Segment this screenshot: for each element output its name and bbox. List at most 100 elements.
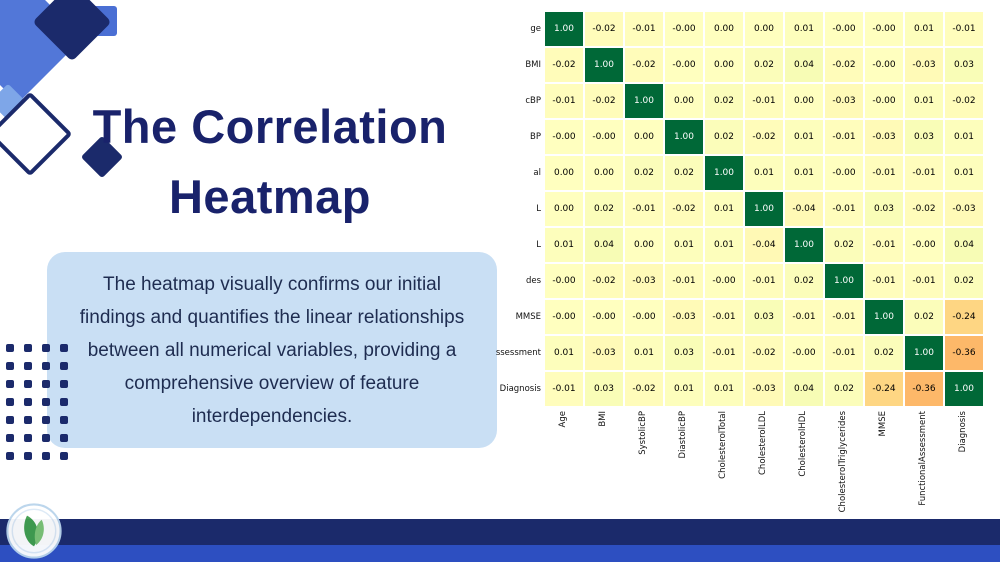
heatmap-cell: -0.02: [825, 48, 863, 82]
y-tick-label: BP: [530, 132, 541, 142]
x-tick-cell: CholesterolHDL: [785, 411, 823, 531]
heatmap-cell: -0.00: [585, 120, 623, 154]
heatmap-cell: 1.00: [585, 48, 623, 82]
x-tick-label: BMI: [598, 411, 609, 427]
footer-bar-navy: [0, 519, 1000, 545]
x-tick-cell: CholesterolTotal: [705, 411, 743, 531]
y-tick-label: L: [536, 204, 541, 214]
footer-bar-royal: [0, 545, 1000, 562]
heatmap-cell: 0.00: [585, 156, 623, 190]
x-tick-cell: SystolicBP: [625, 411, 663, 531]
decor-dot: [24, 452, 32, 460]
x-tick-cell: CholesterolTriglycerides: [825, 411, 863, 531]
heatmap-cell: 0.04: [785, 372, 823, 406]
heatmap-cell: 1.00: [625, 84, 663, 118]
logo-watermark: [6, 503, 62, 559]
heatmap-cell: -0.00: [825, 12, 863, 46]
heatmap-cell: -0.00: [545, 120, 583, 154]
heatmap-cell: 0.01: [905, 12, 943, 46]
heatmap-cell: 0.02: [865, 336, 903, 370]
heatmap-cell: -0.01: [745, 264, 783, 298]
y-tick-label: des: [525, 276, 541, 286]
heatmap-cell: 1.00: [905, 336, 943, 370]
decor-dot: [6, 434, 14, 442]
heatmap-cell: -0.01: [625, 192, 663, 226]
decor-dot: [60, 362, 68, 370]
heatmap-cell: 0.03: [745, 300, 783, 334]
title-line-1: The Correlation: [92, 100, 448, 153]
heatmap-cell: -0.03: [665, 300, 703, 334]
heatmap-cell: -0.01: [545, 372, 583, 406]
heatmap-cell: 0.03: [865, 192, 903, 226]
heatmap-cell: -0.04: [785, 192, 823, 226]
y-tick-label: MMSE: [515, 312, 541, 322]
x-tick-cell: FunctionalAssessment: [905, 411, 943, 531]
x-tick-cell: CholesterolLDL: [745, 411, 783, 531]
heatmap-cell: 1.00: [545, 12, 583, 46]
x-tick-cell: Diagnosis: [945, 411, 983, 531]
x-tick-label: Age: [558, 411, 569, 428]
decor-dot: [42, 380, 50, 388]
y-tick-label: L: [536, 240, 541, 250]
decor-dot: [6, 380, 14, 388]
body-line: between all numerical variables, providi…: [87, 339, 457, 361]
heatmap-cell: 0.01: [625, 336, 663, 370]
heatmap-cell: -0.01: [665, 264, 703, 298]
heatmap-cell: -0.03: [625, 264, 663, 298]
title-line-2: Heatmap: [168, 170, 371, 223]
y-tick-label: ge: [530, 24, 541, 34]
heatmap-cell: 0.00: [705, 48, 743, 82]
heatmap-cell: 0.04: [785, 48, 823, 82]
heatmap-cell: 0.01: [785, 120, 823, 154]
heatmap-cell: 1.00: [865, 300, 903, 334]
heatmap-cell: -0.01: [825, 336, 863, 370]
y-tick-label: al: [533, 168, 541, 178]
heatmap-xlabels: Age BMI SystolicBP DiastolicBP CholesterolTo…: [545, 411, 983, 531]
heatmap-cell: -0.24: [945, 300, 983, 334]
x-tick-label: Diagnosis: [958, 411, 969, 453]
heatmap-cell: 0.02: [625, 156, 663, 190]
heatmap-cell: 0.00: [785, 84, 823, 118]
x-tick-label: CholesterolLDL: [758, 411, 769, 475]
x-tick-cell: DiastolicBP: [665, 411, 703, 531]
heatmap-cell: -0.01: [825, 192, 863, 226]
heatmap-cell: -0.02: [585, 264, 623, 298]
heatmap-cell: -0.00: [825, 156, 863, 190]
body-line: comprehensive overview of feature: [124, 372, 420, 394]
heatmap-cell: 0.00: [705, 12, 743, 46]
decor-dot: [60, 434, 68, 442]
heatmap-cell: -0.02: [625, 372, 663, 406]
heatmap-cell: -0.00: [625, 300, 663, 334]
body-text-box: The heatmap visually confirms our initia…: [47, 252, 497, 448]
heatmap-cell: 0.01: [705, 372, 743, 406]
heatmap-cell: -0.02: [585, 84, 623, 118]
leaf-logo-icon: [6, 503, 62, 559]
heatmap-cell: -0.00: [545, 264, 583, 298]
decor-dot: [24, 434, 32, 442]
decor-dot: [24, 416, 32, 424]
decor-dot: [60, 398, 68, 406]
heatmap-cell: -0.00: [665, 48, 703, 82]
x-tick-label: CholesterolTriglycerides: [838, 411, 849, 513]
x-tick-label: MMSE: [878, 411, 889, 437]
heatmap-cell: 0.01: [665, 372, 703, 406]
heatmap-cell: -0.00: [865, 12, 903, 46]
heatmap-cell: -0.01: [825, 120, 863, 154]
heatmap-cell: 0.01: [785, 156, 823, 190]
heatmap-cell: -0.01: [945, 12, 983, 46]
decor-dot: [60, 452, 68, 460]
decor-dot: [6, 398, 14, 406]
heatmap-cell: -0.02: [945, 84, 983, 118]
heatmap-cell: 1.00: [705, 156, 743, 190]
heatmap-cell: -0.00: [705, 264, 743, 298]
heatmap-cell: -0.00: [665, 12, 703, 46]
x-tick-cell: MMSE: [865, 411, 903, 531]
decor-dot: [6, 344, 14, 352]
heatmap-cell: 0.03: [945, 48, 983, 82]
heatmap-cell: -0.00: [785, 336, 823, 370]
heatmap-cell: 0.02: [665, 156, 703, 190]
decor-dot: [42, 362, 50, 370]
decor-dot: [60, 416, 68, 424]
heatmap-cell: -0.01: [865, 264, 903, 298]
